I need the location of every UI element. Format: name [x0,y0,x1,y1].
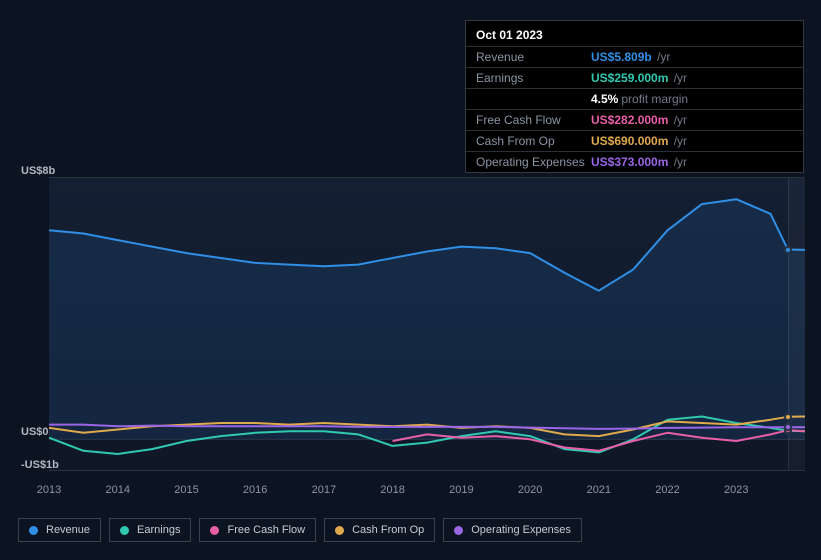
tooltip-row-value: US$5.809b [591,50,652,64]
legend-label: Operating Expenses [471,524,571,536]
tooltip-row-value: US$690.000m [591,134,668,148]
x-axis-label: 2019 [449,484,473,496]
legend: Revenue Earnings Free Cash Flow Cash From O… [18,518,582,542]
tooltip-row-value: US$373.000m [591,155,668,169]
tooltip-row: Operating ExpensesUS$373.000m /yr [466,151,803,172]
x-axis-label: 2022 [655,484,679,496]
tooltip-row: EarningsUS$259.000m /yr [466,67,803,88]
x-axis-label: 2016 [243,484,267,496]
tooltip-row-label: Revenue [476,50,591,64]
x-axis-label: 2018 [380,484,404,496]
financials-chart: 2013201420152016201720182019202020212022… [17,160,805,480]
tooltip-margin-row: 4.5%profit margin [466,88,803,109]
legend-label: Cash From Op [352,524,424,536]
legend-label: Earnings [137,524,180,536]
y-axis-label: US$0 [21,426,49,438]
tooltip-row-unit: /yr [670,134,687,148]
cursor-dot [784,413,792,421]
tooltip-row: RevenueUS$5.809b /yr [466,46,803,67]
tooltip-row-unit: /yr [670,71,687,85]
tooltip-margin-pct: 4.5% [591,92,618,106]
x-axis-label: 2023 [724,484,748,496]
legend-swatch-icon [210,526,219,535]
cursor-dot [784,246,792,254]
plot-area[interactable] [49,177,805,471]
legend-label: Free Cash Flow [227,524,305,536]
x-axis-label: 2020 [518,484,542,496]
x-axis-label: 2013 [37,484,61,496]
tooltip-row-unit: /yr [670,113,687,127]
x-axis-label: 2017 [312,484,336,496]
tooltip-row-unit: /yr [654,50,671,64]
tooltip-row: Free Cash FlowUS$282.000m /yr [466,109,803,130]
tooltip-row-label: Cash From Op [476,134,591,148]
series-area [49,199,805,439]
legend-item[interactable]: Cash From Op [324,518,435,542]
legend-swatch-icon [120,526,129,535]
chart-svg [49,178,805,472]
legend-label: Revenue [46,524,90,536]
legend-swatch-icon [29,526,38,535]
legend-item[interactable]: Free Cash Flow [199,518,316,542]
tooltip-row-label: Operating Expenses [476,155,591,169]
chart-tooltip: Oct 01 2023 RevenueUS$5.809b /yrEarnings… [465,20,804,173]
tooltip-margin-text: profit margin [621,92,688,106]
tooltip-row-value: US$259.000m [591,71,668,85]
legend-item[interactable]: Revenue [18,518,101,542]
tooltip-date: Oct 01 2023 [466,21,803,46]
x-axis-label: 2014 [105,484,129,496]
tooltip-row-unit: /yr [670,155,687,169]
cursor-dot [784,423,792,431]
tooltip-row: Cash From OpUS$690.000m /yr [466,130,803,151]
legend-item[interactable]: Operating Expenses [443,518,582,542]
tooltip-row-value: US$282.000m [591,113,668,127]
y-axis-label: US$8b [21,165,55,177]
x-axis-label: 2015 [174,484,198,496]
legend-swatch-icon [454,526,463,535]
legend-item[interactable]: Earnings [109,518,191,542]
x-axis: 2013201420152016201720182019202020212022… [49,480,805,500]
tooltip-row-label: Earnings [476,71,591,85]
y-axis-label: -US$1b [21,459,59,471]
legend-swatch-icon [335,526,344,535]
x-axis-label: 2021 [587,484,611,496]
tooltip-row-label: Free Cash Flow [476,113,591,127]
